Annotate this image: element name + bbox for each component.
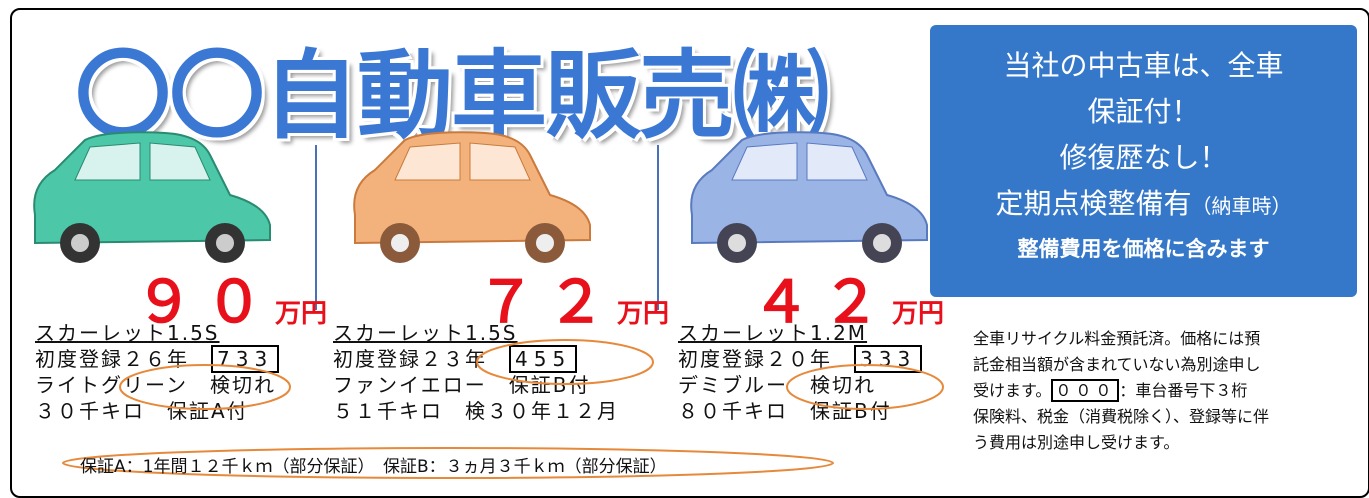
model: スカーレット1.5S [35, 320, 279, 346]
mileage-row: ８０千キロ 保証B付 [678, 398, 922, 424]
promo-box: 当社の中古車は、全車 保証付！ 修復歴なし！ 定期点検整備有（納車時） 整備費用… [930, 25, 1357, 297]
promo-line: 当社の中古車は、全車 [930, 43, 1357, 89]
registration: 初度登録２６年 [35, 347, 189, 371]
mileage-row: ３０千キロ 保証A付 [35, 398, 279, 424]
promo-line: 修復歴なし！ [930, 135, 1357, 181]
price-unit: 万円 [617, 299, 669, 329]
registration-row: 初度登録２６年 733 [35, 346, 279, 372]
warranty-note: 保証A：1年間１２千ｋｍ（部分保証） 保証B：３ヵ月３千ｋｍ（部分保証） [80, 452, 667, 477]
code-box: ０００ [1051, 379, 1119, 402]
promo-line: 定期点検整備有 [995, 187, 1191, 220]
note: 保険料、税金（消費税除く）、登録等に伴う費用は別途申し受けます。 [973, 407, 1269, 452]
promo-line: 保証付！ [930, 89, 1357, 135]
color-row: デミブルー 検切れ [678, 372, 922, 398]
price-unit: 万円 [275, 299, 327, 329]
mileage: ３０千キロ [35, 399, 145, 423]
warranty: 検３０年１２月 [465, 399, 619, 423]
promo-footer: 整備費用を価格に含みます [930, 229, 1357, 269]
code: 333 [854, 345, 922, 373]
code: 733 [211, 345, 279, 373]
registration-row: 初度登録２３年 455 [333, 346, 619, 372]
promo-sub: （納車時） [1192, 194, 1292, 218]
promo-line-row: 定期点検整備有（納車時） [930, 181, 1357, 229]
car-image [15, 125, 285, 265]
inspection: 検切れ [210, 373, 276, 397]
mileage: ５１千キロ [333, 399, 443, 423]
inspection: 保証B付 [509, 373, 591, 397]
warranty: 保証A付 [167, 399, 249, 423]
color-row: ファンイエロー 保証B付 [333, 372, 619, 398]
color: ファンイエロー [333, 373, 487, 397]
model: スカーレット1.5S [333, 320, 619, 346]
mileage: ８０千キロ [678, 399, 788, 423]
inspection: 検切れ [810, 373, 876, 397]
color: デミブルー [678, 373, 788, 397]
warranty: 保証B付 [810, 399, 892, 423]
model: スカーレット1.2M [678, 320, 922, 346]
car-info: スカーレット1.5S 初度登録２３年 455 ファンイエロー 保証B付 ５１千キ… [333, 320, 619, 424]
color: ライトグリーン [35, 373, 188, 397]
car-image [335, 125, 605, 265]
car-info: スカーレット1.2M 初度登録２０年 333 デミブルー 検切れ ８０千キロ 保… [678, 320, 922, 424]
registration: 初度登録２３年 [333, 347, 487, 371]
page: 〇〇自動車販売㈱ ９０万円 ７２万円 ４２万円 スカーレット1.5S 初度登録２… [0, 0, 1369, 484]
code: 455 [509, 345, 577, 373]
notes: 全車リサイクル料金預託済。価格には預託金相当額が含まれていない為別途申し受けます… [973, 326, 1273, 456]
car-info: スカーレット1.5S 初度登録２６年 733 ライトグリーン 検切れ ３０千キロ… [35, 320, 279, 424]
registration: 初度登録２０年 [678, 347, 832, 371]
car-image [672, 125, 942, 265]
color-row: ライトグリーン 検切れ [35, 372, 279, 398]
mileage-row: ５１千キロ 検３０年１２月 [333, 398, 619, 424]
registration-row: 初度登録２０年 333 [678, 346, 922, 372]
note: ：車台番号下３桁 [1119, 381, 1247, 400]
